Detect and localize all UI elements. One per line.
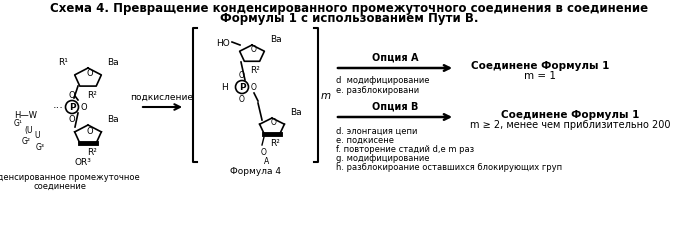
Text: е. разблокировани: е. разблокировани xyxy=(336,86,419,94)
Text: O: O xyxy=(81,103,87,112)
Text: R²: R² xyxy=(87,148,97,156)
Text: R²: R² xyxy=(87,91,97,100)
Text: g. модифицирование: g. модифицирование xyxy=(336,154,429,162)
Text: O: O xyxy=(239,95,245,104)
Text: Ba: Ba xyxy=(107,114,119,124)
Text: G²: G² xyxy=(22,137,31,146)
Text: O: O xyxy=(271,118,277,127)
Text: P: P xyxy=(239,83,245,92)
Text: Опция А: Опция А xyxy=(372,53,418,63)
Text: ···: ··· xyxy=(52,102,64,113)
Text: O: O xyxy=(251,83,257,92)
Text: Формулы 1 с использованием Пути В.: Формулы 1 с использованием Пути В. xyxy=(220,12,478,25)
Text: U: U xyxy=(34,131,40,140)
Circle shape xyxy=(235,81,248,94)
Text: Ba: Ba xyxy=(270,35,281,44)
Text: P: P xyxy=(68,103,75,112)
Text: d  модифицирование: d модифицирование xyxy=(336,76,429,85)
Text: Соединене Формулы 1: Соединене Формулы 1 xyxy=(471,61,609,71)
Text: O: O xyxy=(87,69,94,78)
Text: G¹: G¹ xyxy=(14,119,23,128)
Text: Схема 4. Превращение конденсированного промежуточного соединения в соединение: Схема 4. Превращение конденсированного п… xyxy=(50,2,648,15)
Text: O: O xyxy=(87,126,94,135)
Text: R¹: R¹ xyxy=(58,58,68,67)
Text: O: O xyxy=(239,71,245,80)
Text: (U: (U xyxy=(24,125,33,134)
Text: HO: HO xyxy=(216,38,230,47)
Text: O: O xyxy=(261,148,267,156)
Text: m = 1: m = 1 xyxy=(524,71,556,81)
Text: A: A xyxy=(265,156,269,165)
Text: R²: R² xyxy=(270,138,280,147)
Text: h. разблокироание оставшихся блокирующих груп: h. разблокироание оставшихся блокирующих… xyxy=(336,162,562,171)
Text: Соединене Формулы 1: Соединене Формулы 1 xyxy=(500,110,639,120)
Text: Формула 4: Формула 4 xyxy=(230,166,281,175)
Text: Ba: Ba xyxy=(290,108,302,116)
Text: d. элонгация цепи: d. элонгация цепи xyxy=(336,126,417,136)
Text: е. подкисене: е. подкисене xyxy=(336,136,394,144)
Text: Конденсированное промежуточное: Конденсированное промежуточное xyxy=(0,172,140,181)
Text: R²: R² xyxy=(250,66,260,75)
Text: O: O xyxy=(68,115,75,124)
Text: соединение: соединение xyxy=(34,181,87,190)
Text: OR³: OR³ xyxy=(75,157,91,166)
Text: m: m xyxy=(321,91,331,101)
Text: подкисление: подкисление xyxy=(131,93,193,102)
Text: G³: G³ xyxy=(36,143,45,152)
Text: H—W: H—W xyxy=(14,110,37,119)
Text: Опция В: Опция В xyxy=(372,102,418,112)
Circle shape xyxy=(66,101,78,114)
Text: f. повторение стадий d,e m раз: f. повторение стадий d,e m раз xyxy=(336,144,474,154)
Text: O: O xyxy=(68,91,75,100)
Text: O: O xyxy=(251,45,257,54)
Text: m ≥ 2, менее чем приблизительно 200: m ≥ 2, менее чем приблизительно 200 xyxy=(470,120,670,130)
Text: Ba: Ba xyxy=(107,58,119,67)
Text: H: H xyxy=(221,83,228,92)
